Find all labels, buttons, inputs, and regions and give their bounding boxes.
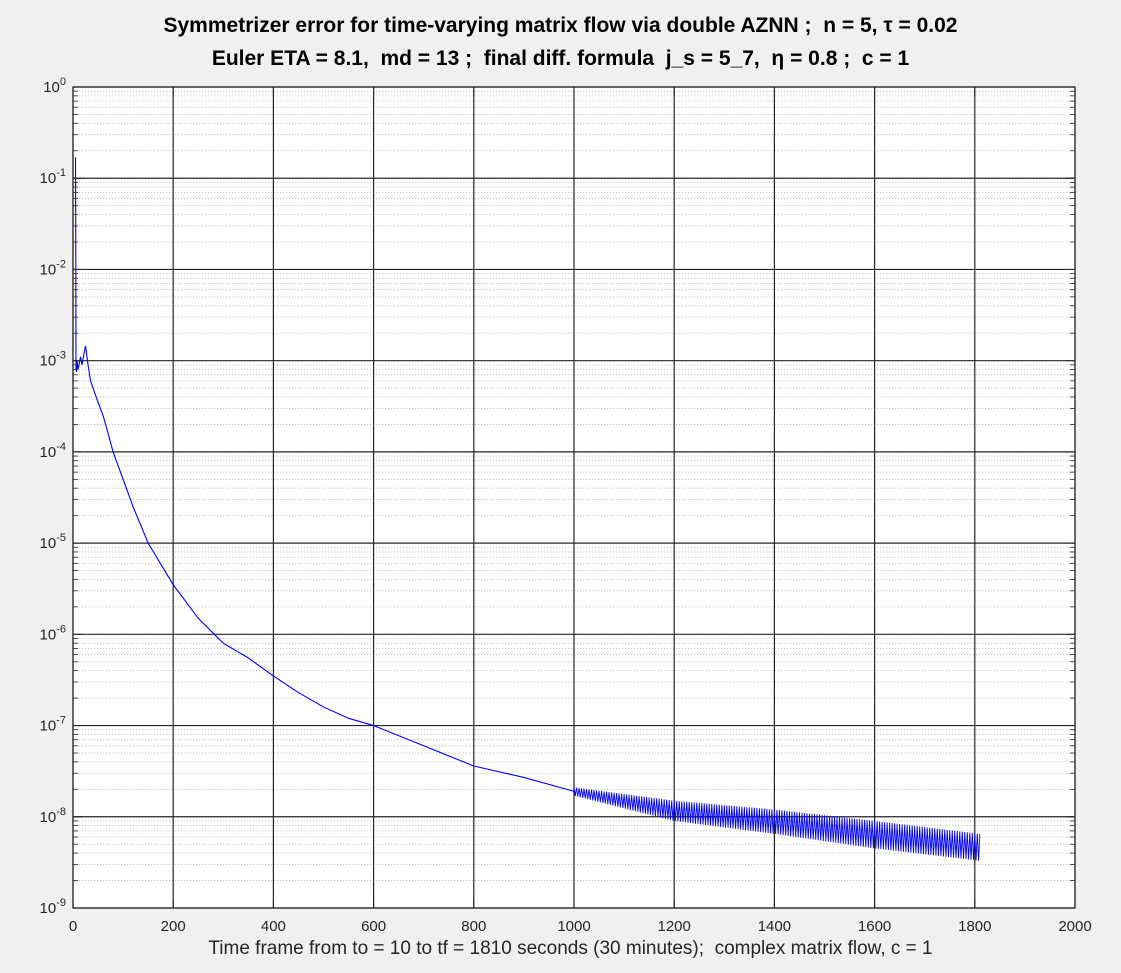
x-tick-label: 2000 [1058, 918, 1091, 935]
tick-marks [72, 86, 1076, 909]
y-tick-label: 10-2 [40, 258, 66, 278]
y-tick-label: 10-8 [40, 806, 66, 826]
x-tick-labels: 0 200 400 600 800 1000 1200 1400 1600 1800 2000 [69, 918, 1092, 935]
x-tick-label: 1800 [958, 918, 991, 935]
x-tick-label: 1400 [758, 918, 791, 935]
data-line-oscillation [573, 787, 981, 861]
x-tick-label: 600 [361, 918, 386, 935]
x-tick-label: 1000 [557, 918, 590, 935]
y-tick-labels: 10-9 10-8 10-7 10-6 10-5 10-4 10-3 10-2 10-1 100 [40, 76, 66, 917]
major-grid [72, 86, 1076, 909]
data-line [74, 157, 575, 792]
x-tick-label: 800 [461, 918, 486, 935]
x-tick-label: 1600 [858, 918, 891, 935]
series-layer [74, 157, 981, 861]
y-tick-label: 10-7 [40, 715, 66, 735]
y-tick-label: 10-1 [40, 167, 66, 187]
y-tick-label: 100 [43, 76, 66, 96]
y-tick-label: 10-5 [40, 532, 66, 552]
chart-subtitle: Euler ETA = 8.1, md = 13 ; final diff. f… [211, 47, 910, 70]
y-tick-label: 10-6 [40, 623, 66, 643]
y-tick-label: 10-3 [40, 350, 66, 370]
chart-title: Symmetrizer error for time-varying matri… [163, 14, 958, 37]
x-tick-label: 1200 [658, 918, 691, 935]
x-tick-label: 0 [69, 918, 77, 935]
y-tick-label: 10-9 [40, 897, 66, 917]
x-axis-label: Time frame from to = 10 to tf = 1810 sec… [208, 938, 933, 959]
x-tick-label: 200 [161, 918, 186, 935]
x-tick-label: 400 [261, 918, 286, 935]
y-tick-label: 10-4 [40, 441, 66, 461]
